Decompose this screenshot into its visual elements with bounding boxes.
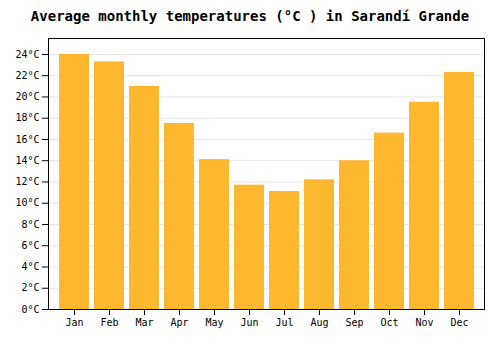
svg-text:2°C: 2°C xyxy=(21,282,39,293)
svg-text:22°C: 22°C xyxy=(15,70,39,81)
svg-text:Mar: Mar xyxy=(135,317,153,328)
svg-text:12°C: 12°C xyxy=(15,176,39,187)
svg-text:Jul: Jul xyxy=(275,317,293,328)
svg-text:Sep: Sep xyxy=(345,317,363,328)
svg-text:18°C: 18°C xyxy=(15,112,39,123)
svg-text:Jan: Jan xyxy=(65,317,83,328)
html-text:Average monthly temperatures (: Average monthly temperatures (°C ) in Sa… xyxy=(30,8,470,24)
svg-text:Feb: Feb xyxy=(100,317,118,328)
svg-text:Apr: Apr xyxy=(170,317,188,328)
svg-text:16°C: 16°C xyxy=(15,134,39,145)
svg-text:20°C: 20°C xyxy=(15,91,39,102)
svg-text:Oct: Oct xyxy=(380,317,398,328)
svg-text:4°C: 4°C xyxy=(21,261,39,272)
svg-text:May: May xyxy=(205,317,223,328)
svg-text:Dec: Dec xyxy=(450,317,468,328)
svg-text:14°C: 14°C xyxy=(15,155,39,166)
svg-text:Jun: Jun xyxy=(240,317,258,328)
svg-text:8°C: 8°C xyxy=(21,219,39,230)
svg-text:Aug: Aug xyxy=(310,317,328,328)
svg-text:Nov: Nov xyxy=(415,317,433,328)
svg-text:0°C: 0°C xyxy=(21,304,39,315)
svg-text:24°C: 24°C xyxy=(15,49,39,60)
svg-text:10°C: 10°C xyxy=(15,197,39,208)
svg-text:6°C: 6°C xyxy=(21,240,39,251)
